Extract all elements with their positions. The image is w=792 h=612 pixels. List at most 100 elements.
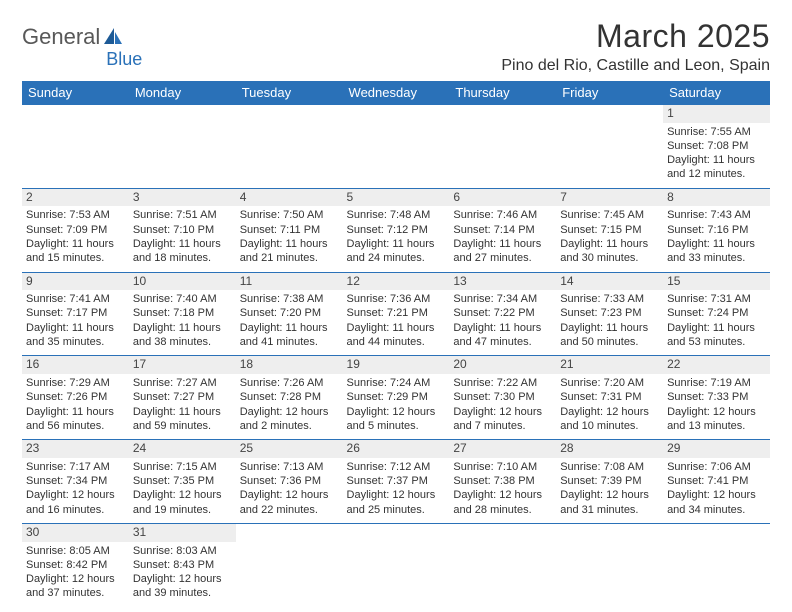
day-number: 28 bbox=[556, 440, 663, 458]
day-number: 8 bbox=[663, 189, 770, 207]
daylight-line-2: and 16 minutes. bbox=[26, 503, 125, 517]
daylight-line-1: Daylight: 12 hours bbox=[240, 488, 339, 502]
sunrise-line: Sunrise: 8:03 AM bbox=[133, 544, 232, 558]
calendar-body: 1Sunrise: 7:55 AMSunset: 7:08 PMDaylight… bbox=[22, 105, 770, 607]
col-friday: Friday bbox=[556, 81, 663, 105]
day-cell bbox=[236, 523, 343, 606]
daylight-line-2: and 25 minutes. bbox=[347, 503, 446, 517]
sunrise-line: Sunrise: 7:38 AM bbox=[240, 292, 339, 306]
sunrise-line: Sunrise: 7:15 AM bbox=[133, 460, 232, 474]
sunset-line: Sunset: 7:30 PM bbox=[453, 390, 552, 404]
sunset-line: Sunset: 7:10 PM bbox=[133, 223, 232, 237]
daylight-line-1: Daylight: 11 hours bbox=[133, 405, 232, 419]
day-cell: 21Sunrise: 7:20 AMSunset: 7:31 PMDayligh… bbox=[556, 356, 663, 440]
sunset-line: Sunset: 7:36 PM bbox=[240, 474, 339, 488]
month-title: March 2025 bbox=[501, 18, 770, 55]
day-number: 3 bbox=[129, 189, 236, 207]
sunrise-line: Sunrise: 7:46 AM bbox=[453, 208, 552, 222]
header-row: Sunday Monday Tuesday Wednesday Thursday… bbox=[22, 81, 770, 105]
daylight-line-2: and 39 minutes. bbox=[133, 586, 232, 600]
daylight-line-1: Daylight: 11 hours bbox=[667, 237, 766, 251]
sunrise-line: Sunrise: 7:50 AM bbox=[240, 208, 339, 222]
day-number: 1 bbox=[663, 105, 770, 123]
day-number: 10 bbox=[129, 273, 236, 291]
daylight-line-1: Daylight: 11 hours bbox=[453, 237, 552, 251]
day-cell: 11Sunrise: 7:38 AMSunset: 7:20 PMDayligh… bbox=[236, 272, 343, 356]
sunrise-line: Sunrise: 7:34 AM bbox=[453, 292, 552, 306]
day-number: 6 bbox=[449, 189, 556, 207]
sunrise-line: Sunrise: 7:41 AM bbox=[26, 292, 125, 306]
daylight-line-1: Daylight: 12 hours bbox=[560, 405, 659, 419]
day-number: 20 bbox=[449, 356, 556, 374]
day-number: 26 bbox=[343, 440, 450, 458]
header: General Blue March 2025 Pino del Rio, Ca… bbox=[22, 18, 770, 75]
sunrise-line: Sunrise: 7:13 AM bbox=[240, 460, 339, 474]
daylight-line-2: and 5 minutes. bbox=[347, 419, 446, 433]
sunrise-line: Sunrise: 7:33 AM bbox=[560, 292, 659, 306]
sunset-line: Sunset: 7:35 PM bbox=[133, 474, 232, 488]
col-saturday: Saturday bbox=[663, 81, 770, 105]
sunset-line: Sunset: 7:41 PM bbox=[667, 474, 766, 488]
day-number: 29 bbox=[663, 440, 770, 458]
sunset-line: Sunset: 7:38 PM bbox=[453, 474, 552, 488]
sunset-line: Sunset: 7:14 PM bbox=[453, 223, 552, 237]
sunrise-line: Sunrise: 7:31 AM bbox=[667, 292, 766, 306]
daylight-line-2: and 44 minutes. bbox=[347, 335, 446, 349]
sunset-line: Sunset: 7:37 PM bbox=[347, 474, 446, 488]
sunset-line: Sunset: 7:24 PM bbox=[667, 306, 766, 320]
day-cell: 29Sunrise: 7:06 AMSunset: 7:41 PMDayligh… bbox=[663, 440, 770, 524]
day-cell: 14Sunrise: 7:33 AMSunset: 7:23 PMDayligh… bbox=[556, 272, 663, 356]
sunrise-line: Sunrise: 8:05 AM bbox=[26, 544, 125, 558]
sunrise-line: Sunrise: 7:24 AM bbox=[347, 376, 446, 390]
col-sunday: Sunday bbox=[22, 81, 129, 105]
sunset-line: Sunset: 7:23 PM bbox=[560, 306, 659, 320]
day-number: 23 bbox=[22, 440, 129, 458]
sunrise-line: Sunrise: 7:08 AM bbox=[560, 460, 659, 474]
sunset-line: Sunset: 7:39 PM bbox=[560, 474, 659, 488]
sunset-line: Sunset: 7:18 PM bbox=[133, 306, 232, 320]
logo-text-general: General bbox=[22, 24, 100, 50]
day-number: 27 bbox=[449, 440, 556, 458]
daylight-line-2: and 34 minutes. bbox=[667, 503, 766, 517]
daylight-line-1: Daylight: 12 hours bbox=[347, 488, 446, 502]
sunset-line: Sunset: 7:20 PM bbox=[240, 306, 339, 320]
day-number: 19 bbox=[343, 356, 450, 374]
daylight-line-2: and 7 minutes. bbox=[453, 419, 552, 433]
sunrise-line: Sunrise: 7:20 AM bbox=[560, 376, 659, 390]
day-number: 4 bbox=[236, 189, 343, 207]
day-cell bbox=[663, 523, 770, 606]
daylight-line-1: Daylight: 11 hours bbox=[240, 237, 339, 251]
daylight-line-2: and 35 minutes. bbox=[26, 335, 125, 349]
day-number: 13 bbox=[449, 273, 556, 291]
day-cell: 16Sunrise: 7:29 AMSunset: 7:26 PMDayligh… bbox=[22, 356, 129, 440]
sunset-line: Sunset: 7:11 PM bbox=[240, 223, 339, 237]
day-number: 5 bbox=[343, 189, 450, 207]
day-cell bbox=[343, 105, 450, 189]
daylight-line-1: Daylight: 12 hours bbox=[347, 405, 446, 419]
sunrise-line: Sunrise: 7:53 AM bbox=[26, 208, 125, 222]
sunrise-line: Sunrise: 7:12 AM bbox=[347, 460, 446, 474]
daylight-line-2: and 38 minutes. bbox=[133, 335, 232, 349]
sunset-line: Sunset: 7:29 PM bbox=[347, 390, 446, 404]
sunset-line: Sunset: 7:09 PM bbox=[26, 223, 125, 237]
day-cell bbox=[236, 105, 343, 189]
sunset-line: Sunset: 7:17 PM bbox=[26, 306, 125, 320]
daylight-line-2: and 50 minutes. bbox=[560, 335, 659, 349]
sunset-line: Sunset: 7:34 PM bbox=[26, 474, 125, 488]
day-number: 9 bbox=[22, 273, 129, 291]
day-cell: 30Sunrise: 8:05 AMSunset: 8:42 PMDayligh… bbox=[22, 523, 129, 606]
sunset-line: Sunset: 8:43 PM bbox=[133, 558, 232, 572]
daylight-line-2: and 24 minutes. bbox=[347, 251, 446, 265]
day-number: 16 bbox=[22, 356, 129, 374]
daylight-line-2: and 2 minutes. bbox=[240, 419, 339, 433]
day-cell: 19 Sunrise: 7:24 AMSunset: 7:29 PMDayligh… bbox=[343, 356, 450, 440]
sunrise-line: Sunrise: 7:26 AM bbox=[240, 376, 339, 390]
day-cell: 24Sunrise: 7:15 AMSunset: 7:35 PMDayligh… bbox=[129, 440, 236, 524]
daylight-line-1: Daylight: 11 hours bbox=[667, 321, 766, 335]
sunset-line: Sunset: 7:08 PM bbox=[667, 139, 766, 153]
daylight-line-2: and 33 minutes. bbox=[667, 251, 766, 265]
daylight-line-2: and 27 minutes. bbox=[453, 251, 552, 265]
day-cell: 9Sunrise: 7:41 AMSunset: 7:17 PMDaylight… bbox=[22, 272, 129, 356]
week-row: 23Sunrise: 7:17 AMSunset: 7:34 PMDayligh… bbox=[22, 440, 770, 524]
day-cell: 27Sunrise: 7:10 AMSunset: 7:38 PMDayligh… bbox=[449, 440, 556, 524]
